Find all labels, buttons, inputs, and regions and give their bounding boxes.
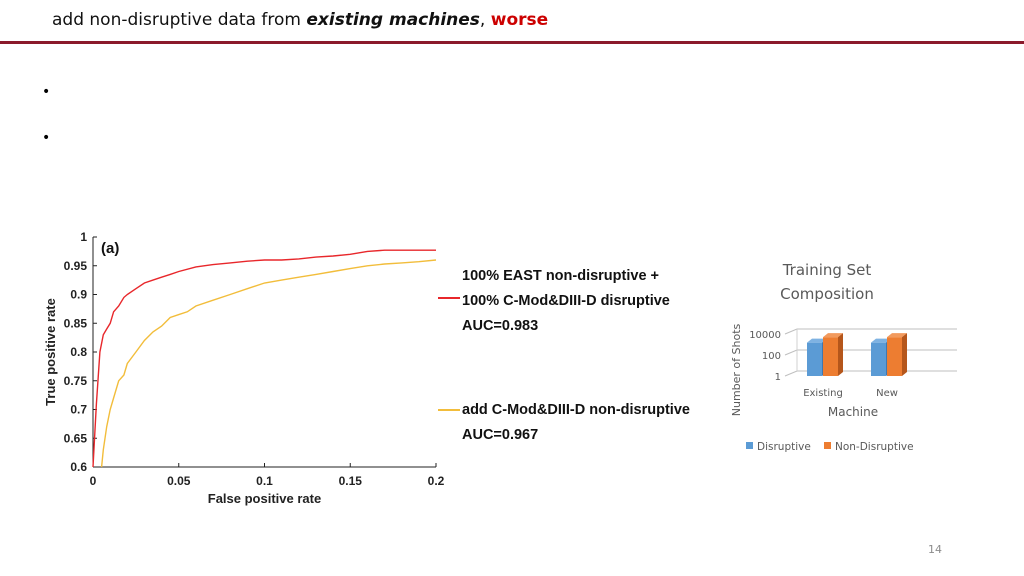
composition-y-tick-label: 1 [775, 372, 781, 383]
roc-y-axis-label: True positive rate [43, 298, 58, 406]
roc-x-tick-label: 0.1 [256, 474, 273, 488]
roc-y-tick-label: 0.85 [64, 316, 88, 330]
legend-red-line-1: 100% EAST non-disruptive + [462, 268, 660, 284]
roc-curve-yellow [100, 259, 437, 468]
composition-gridline [784, 328, 957, 335]
roc-x-tick-label: 0.05 [167, 474, 191, 488]
roc-y-tick-label: 0.6 [70, 460, 87, 474]
composition-bar-top [887, 333, 907, 338]
legend-yellow-line-1: add C-Mod&DIII-D non-disruptive [462, 402, 690, 418]
title-text: add non-disruptive data from [52, 10, 307, 30]
roc-y-tick-label: 0.8 [70, 345, 87, 359]
roc-y-tick-label: 0.75 [64, 374, 88, 388]
composition-bar [807, 342, 822, 376]
composition-legend-swatch [746, 442, 753, 449]
roc-curve-red [92, 249, 436, 468]
composition-bar [887, 337, 902, 376]
composition-chart: 10000 100 1 Existing New Machine Number of Sho… [730, 323, 957, 453]
composition-bar-side [838, 333, 843, 376]
legend-swatch-yellow [438, 409, 460, 411]
composition-legend-label: Disruptive [757, 441, 811, 453]
roc-y-tick-label: 0.7 [70, 403, 87, 417]
composition-x-axis-label: Machine [828, 405, 878, 419]
roc-y-tick-label: 0.65 [64, 431, 88, 445]
roc-y-tick-label: 0.9 [70, 288, 87, 302]
composition-bar-side [902, 333, 907, 376]
composition-y-tick-label: 100 [762, 351, 781, 362]
legend-yellow: add C-Mod&DIII-D non-disruptive AUC=0.96… [462, 398, 690, 448]
roc-y-tick-label: 0.95 [64, 259, 88, 273]
legend-red-line-2: 100% C-Mod&DIII-D disruptive [462, 293, 670, 309]
title-divider [0, 41, 1024, 44]
composition-legend-swatch [824, 442, 831, 449]
roc-x-tick-label: 0 [90, 474, 97, 488]
slide-title: add non-disruptive data from existing ma… [52, 10, 548, 30]
composition-y-axis-label: Number of Shots [730, 323, 743, 416]
bullet-1: • [42, 84, 51, 100]
bullet-2: • [42, 130, 51, 146]
title-comma: , [479, 10, 486, 30]
composition-bar-top [823, 333, 843, 338]
legend-red-auc: AUC=0.983 [462, 318, 539, 334]
roc-chart: 0.6 0.65 0.7 0.75 0.8 0.85 0.9 0.95 1 0 0.05 0.1 0.1… [43, 230, 445, 506]
roc-x-tick-label: 0.2 [428, 474, 445, 488]
page-number: 14 [928, 543, 942, 556]
legend-red: 100% EAST non-disruptive + 100% C-Mod&DI… [462, 264, 670, 339]
composition-title: Training Set Composition [752, 258, 902, 306]
roc-x-tick-label: 0.15 [339, 474, 363, 488]
legend-swatch-red [438, 297, 460, 299]
roc-x-axis-label: False positive rate [208, 491, 321, 506]
title-highlight: worse [490, 10, 549, 30]
composition-title-line-2: Composition [780, 285, 874, 303]
title-emphasis: existing machines [306, 10, 480, 30]
composition-bar-top [807, 338, 827, 343]
composition-title-line-1: Training Set [782, 261, 872, 279]
composition-y-tick-label: 10000 [749, 330, 781, 341]
composition-x-tick-label: New [876, 388, 898, 399]
roc-panel-label: (a) [101, 240, 119, 257]
composition-x-tick-label: Existing [803, 388, 843, 399]
composition-legend-label: Non-Disruptive [835, 441, 914, 453]
composition-bar [871, 342, 886, 376]
roc-y-tick-label: 1 [80, 230, 87, 244]
composition-bar [823, 337, 838, 376]
legend-yellow-auc: AUC=0.967 [462, 427, 539, 443]
composition-bar-top [871, 338, 891, 343]
